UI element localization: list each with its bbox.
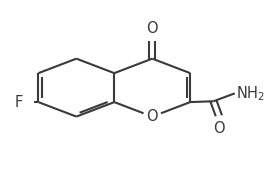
Text: O: O — [146, 21, 158, 36]
Text: O: O — [213, 121, 225, 136]
Text: O: O — [146, 109, 158, 124]
Text: NH$_2$: NH$_2$ — [236, 84, 265, 103]
Text: F: F — [15, 95, 23, 110]
